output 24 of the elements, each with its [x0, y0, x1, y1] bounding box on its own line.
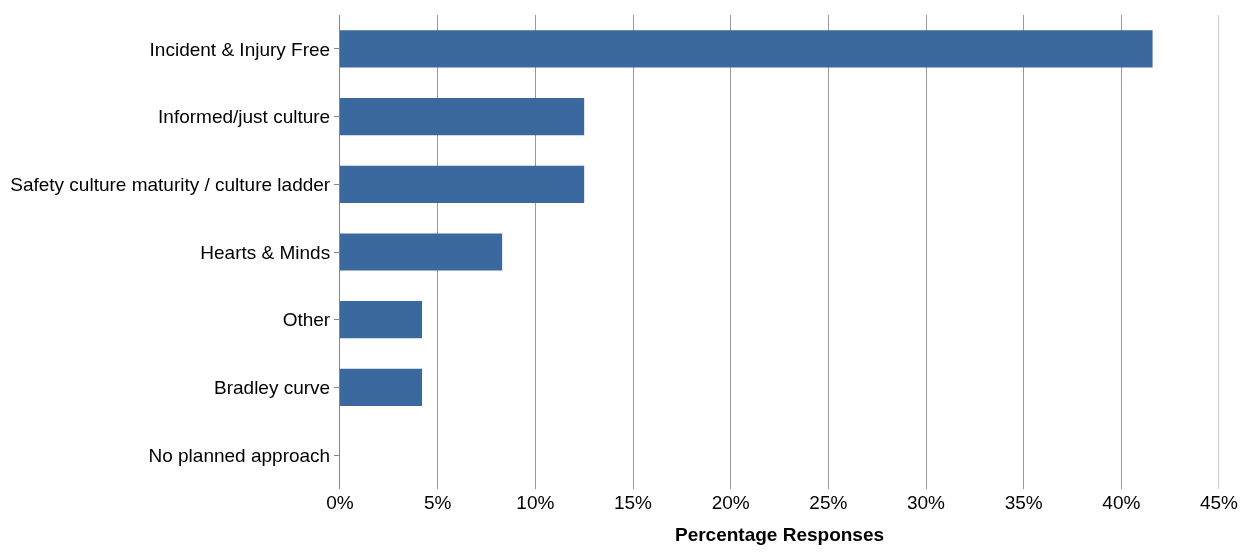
- y-tick-label: Informed/just culture: [158, 106, 331, 128]
- bar: [340, 368, 423, 407]
- x-tick-label: 35%: [1004, 492, 1043, 513]
- x-tick-label: 40%: [1102, 492, 1141, 513]
- y-tick-label: Bradley curve: [214, 377, 331, 399]
- y-tick-label: Other: [282, 309, 331, 331]
- x-tick-label: 10%: [516, 492, 555, 513]
- bar: [340, 97, 585, 136]
- bar: [340, 301, 423, 339]
- x-tick-label: 20%: [711, 492, 750, 513]
- x-tick-label: 45%: [1199, 492, 1239, 513]
- x-tick-label: 0%: [326, 492, 354, 513]
- x-axis-title: Percentage Responses: [674, 523, 885, 545]
- x-tick-label: 25%: [809, 492, 848, 513]
- x-tick-label: 5%: [423, 492, 452, 513]
- bar: [340, 233, 503, 271]
- y-tick-label: No planned approach: [148, 444, 331, 466]
- bar: [340, 30, 1153, 68]
- y-tick-label: Incident & Injury Free: [149, 38, 331, 60]
- x-tick-label: 30%: [906, 492, 946, 513]
- y-tick-label: Hearts & Minds: [200, 241, 331, 263]
- y-tick-label: Safety culture maturity / culture ladder: [10, 173, 331, 195]
- x-tick-label: 15%: [613, 492, 653, 513]
- bar: [340, 165, 585, 203]
